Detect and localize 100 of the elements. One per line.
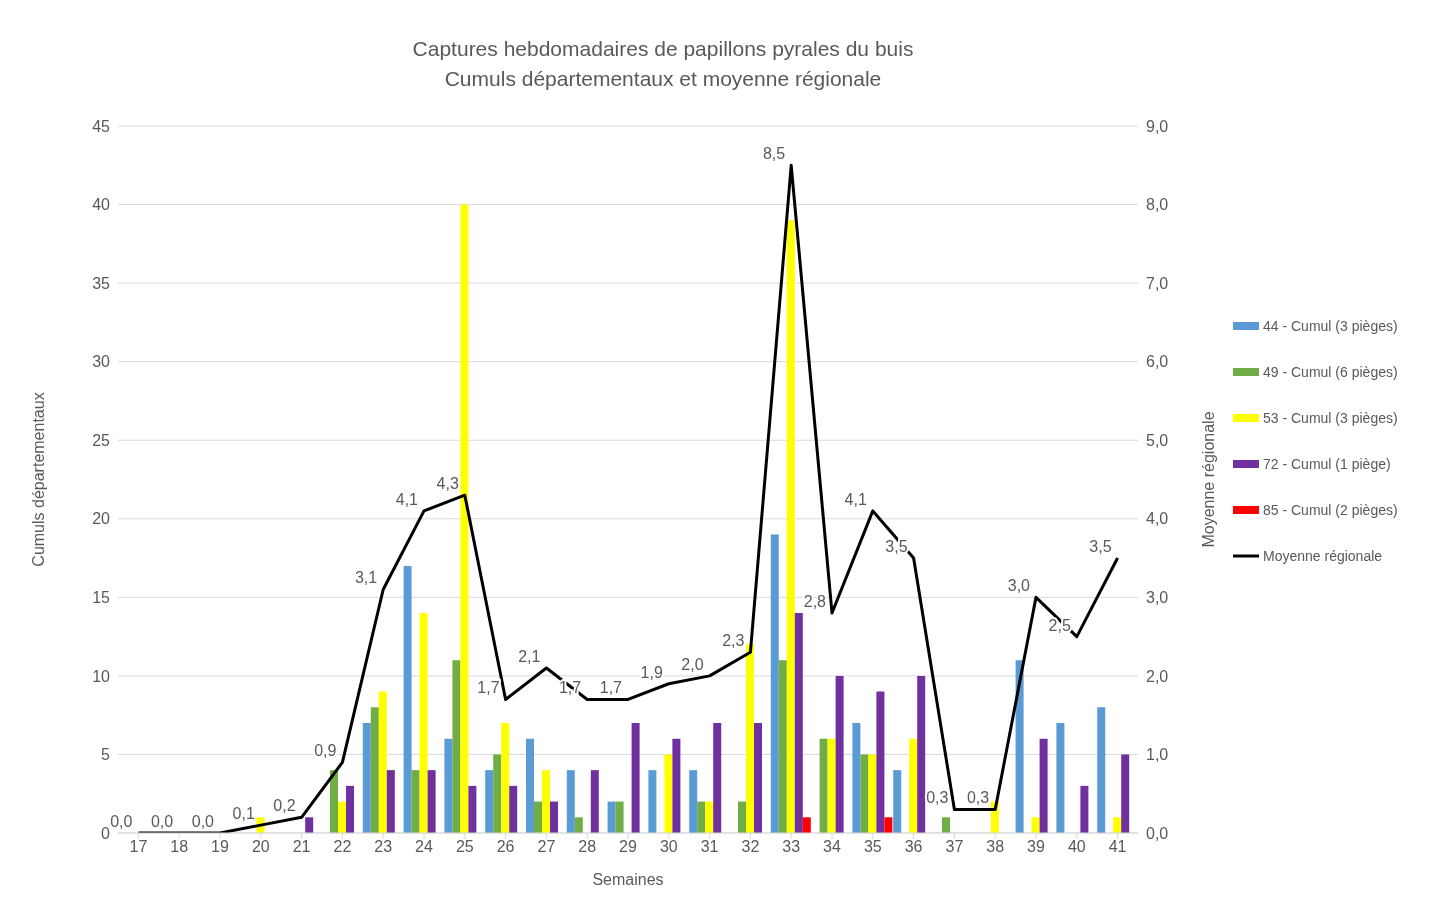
bar: [1039, 738, 1048, 833]
chart-subtitle: Cumuls départementaux et moyenne régionale: [443, 66, 883, 92]
bar: [917, 675, 926, 833]
data-label: 2,0: [681, 655, 704, 673]
bar: [346, 785, 354, 833]
bar: [884, 817, 893, 833]
y-tick-label: 15: [92, 589, 111, 607]
bar: [648, 770, 657, 833]
y-tick-label: 35: [92, 274, 111, 292]
x-tick-label: 41: [1108, 838, 1127, 856]
bar: [330, 770, 338, 833]
x-tick-label: 32: [741, 838, 760, 856]
x-tick-label: 25: [455, 838, 474, 856]
data-label: 2,3: [722, 632, 745, 650]
chart-title: Captures hebdomadaires de papillons pyrales du buis: [411, 36, 915, 62]
bar: [550, 801, 558, 833]
bar: [705, 801, 714, 833]
bar: [893, 770, 902, 833]
bar: [835, 675, 844, 833]
x-tick-label: 23: [374, 838, 393, 856]
bar: [370, 707, 379, 833]
bar: [403, 565, 412, 833]
y-axis-title: Cumuls départementaux: [29, 392, 47, 567]
bar: [1056, 723, 1065, 833]
data-label: 0,1: [232, 805, 255, 823]
bar: [794, 613, 803, 833]
data-label: 0,2: [273, 797, 296, 815]
bar: [452, 660, 461, 833]
bar: [338, 801, 346, 833]
bar: [1097, 707, 1106, 833]
data-label: 2,8: [803, 593, 827, 611]
bar: [427, 770, 436, 833]
y-tick-label: 0: [101, 824, 111, 842]
bar: [501, 723, 510, 833]
bar: [542, 770, 550, 833]
bar: [526, 738, 534, 833]
y2-axis-title: Moyenne régionale: [1199, 411, 1217, 548]
bar: [819, 738, 828, 833]
bar: [860, 754, 869, 833]
x-axis-title: Semaines: [592, 871, 664, 888]
y2-tick-label: 0,0: [1146, 824, 1169, 842]
bar: [1031, 817, 1040, 833]
bar: [460, 204, 469, 833]
bar: [738, 801, 746, 833]
data-label: 0,0: [110, 813, 133, 830]
x-tick-label: 40: [1067, 838, 1086, 856]
x-tick-label: 33: [782, 838, 801, 856]
legend-label: 49 - Cumul (6 pièges): [1263, 364, 1398, 380]
y-tick-label: 10: [92, 667, 111, 685]
bar: [305, 817, 314, 833]
bar: [574, 817, 583, 833]
bar: [778, 660, 787, 833]
legend-label: 44 - Cumul (3 pièges): [1263, 318, 1398, 334]
bar: [493, 754, 502, 833]
y2-tick-label: 3,0: [1146, 589, 1169, 607]
y2-tick-label: 9,0: [1146, 117, 1169, 135]
y-tick-label: 25: [92, 431, 111, 449]
x-tick-label: 31: [700, 838, 719, 856]
x-tick-label: 18: [170, 838, 189, 856]
bar: [485, 770, 494, 833]
y-tick-label: 45: [92, 117, 111, 135]
bar: [631, 723, 640, 833]
bar: [770, 534, 779, 833]
y-tick-label: 5: [101, 746, 111, 764]
data-label: 1,9: [640, 663, 663, 681]
data-label: 2,1: [518, 648, 541, 666]
x-tick-label: 35: [863, 838, 882, 856]
bar: [754, 723, 762, 833]
data-label: 3,1: [354, 569, 378, 587]
bar: [942, 817, 950, 833]
y2-tick-label: 8,0: [1146, 196, 1169, 214]
bar: [566, 770, 575, 833]
bar: [868, 754, 877, 833]
x-tick-label: 22: [333, 838, 352, 856]
legend-label: 53 - Cumul (3 pièges): [1263, 410, 1398, 426]
x-tick-label: 38: [986, 838, 1005, 856]
data-label: 1,7: [599, 679, 623, 697]
bar: [852, 723, 861, 833]
bar: [786, 220, 795, 833]
x-tick-label: 26: [496, 838, 515, 856]
data-label: 4,3: [436, 475, 459, 493]
bar: [827, 738, 836, 833]
x-tick-label: 17: [129, 838, 148, 856]
data-label: 4,1: [395, 490, 419, 508]
y-tick-label: 30: [92, 353, 111, 371]
bar: [362, 723, 371, 833]
legend-label: 72 - Cumul (1 piège): [1263, 456, 1391, 472]
x-tick-label: 19: [211, 838, 229, 856]
x-tick-label: 27: [537, 838, 556, 856]
bar: [590, 770, 599, 833]
bar: [468, 785, 477, 833]
bar: [509, 785, 518, 833]
bar: [1121, 754, 1130, 833]
y2-tick-label: 1,0: [1146, 746, 1169, 764]
legend-label: 85 - Cumul (2 pièges): [1263, 502, 1398, 518]
bar: [697, 801, 706, 833]
data-label: 3,0: [1007, 577, 1031, 595]
legend-label: Moyenne régionale: [1263, 548, 1383, 564]
bar: [876, 691, 885, 833]
y2-tick-label: 5,0: [1146, 431, 1169, 449]
